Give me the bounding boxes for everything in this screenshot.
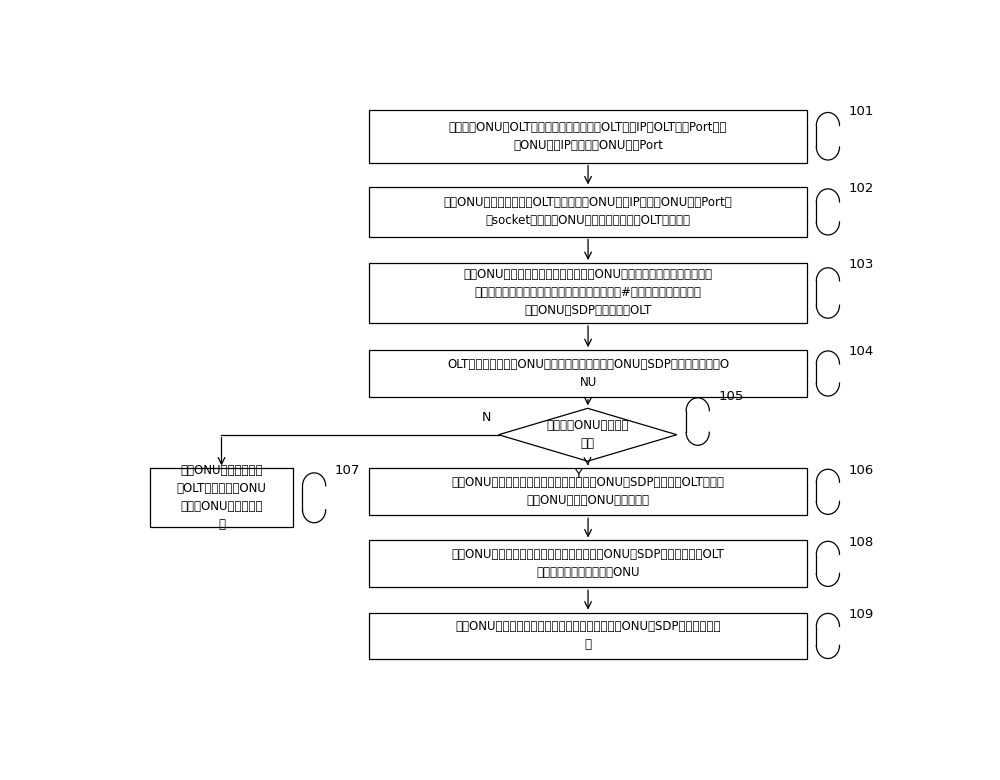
- Bar: [369, 110, 807, 163]
- Text: 被叫ONU将拒绝消息经
由OLT发送给主叫ONU
，主叫ONU本地播放忙
音: 被叫ONU将拒绝消息经 由OLT发送给主叫ONU ，主叫ONU本地播放忙 音: [177, 464, 266, 531]
- Bar: [369, 187, 807, 236]
- Text: 被叫ONU摘机后，停止播放振铃音，设置被叫ONU的SDP参数，并经由OLT
发送呼叫建立消息给主叫ONU: 被叫ONU摘机后，停止播放振铃音，设置被叫ONU的SDP参数，并经由OLT 发送…: [452, 548, 724, 580]
- Text: 主叫ONU接收到消息后停止播放回铃音，设置主叫ONU的SDP参数，呼叫建
立: 主叫ONU接收到消息后停止播放回铃音，设置主叫ONU的SDP参数，呼叫建 立: [455, 620, 721, 651]
- Bar: [369, 612, 807, 659]
- Text: 103: 103: [849, 258, 874, 271]
- Text: 107: 107: [335, 463, 360, 477]
- Bar: [369, 541, 807, 587]
- Bar: [369, 263, 807, 323]
- Text: 主叫ONU上电后，通过与OLT通信的主叫ONU本地IP和主叫ONU本地Port建
立socket，将主叫ONU的注册信息发送到OLT进行保存: 主叫ONU上电后，通过与OLT通信的主叫ONU本地IP和主叫ONU本地Port建…: [444, 197, 732, 228]
- Text: N: N: [482, 411, 492, 424]
- Text: 102: 102: [849, 183, 874, 196]
- Text: 配置主叫ONU与OLT间用于控制报文转发的OLT本地IP、OLT本地Port、主
叫ONU本地IP以及主叫ONU本地Port: 配置主叫ONU与OLT间用于控制报文转发的OLT本地IP、OLT本地Port、主…: [449, 121, 727, 152]
- Text: 109: 109: [849, 608, 874, 621]
- Text: 判断被叫ONU是否可以
接续: 判断被叫ONU是否可以 接续: [546, 419, 629, 450]
- Text: 104: 104: [849, 346, 874, 358]
- Polygon shape: [499, 408, 677, 461]
- Text: Y: Y: [575, 468, 582, 481]
- Text: 被叫ONU播放振铃音，并将被叫号码和被叫ONU的SDP参数经由OLT发送到
主叫ONU，主叫ONU播放回铃音: 被叫ONU播放振铃音，并将被叫号码和被叫ONU的SDP参数经由OLT发送到 主叫…: [452, 477, 724, 507]
- Text: 101: 101: [849, 105, 874, 118]
- Text: 106: 106: [849, 463, 874, 477]
- Text: 主叫ONU摘机，本地播放拨号音，主叫ONU拨号，每拨一位号码便启动一
次定时器，当定时器超时或检测到拨号结束键（#键）时，将被叫号码和
主叫ONU的SDP参数发: 主叫ONU摘机，本地播放拨号音，主叫ONU拨号，每拨一位号码便启动一 次定时器，…: [464, 268, 713, 317]
- Bar: [369, 350, 807, 397]
- Bar: [150, 468, 293, 527]
- Text: 108: 108: [849, 536, 874, 548]
- Text: OLT匹配查找到被叫ONU后，将主叫号码和主叫ONU的SDP参数发送到被叫O
NU: OLT匹配查找到被叫ONU后，将主叫号码和主叫ONU的SDP参数发送到被叫O N…: [447, 358, 729, 389]
- Bar: [369, 468, 807, 516]
- Text: 105: 105: [719, 390, 744, 403]
